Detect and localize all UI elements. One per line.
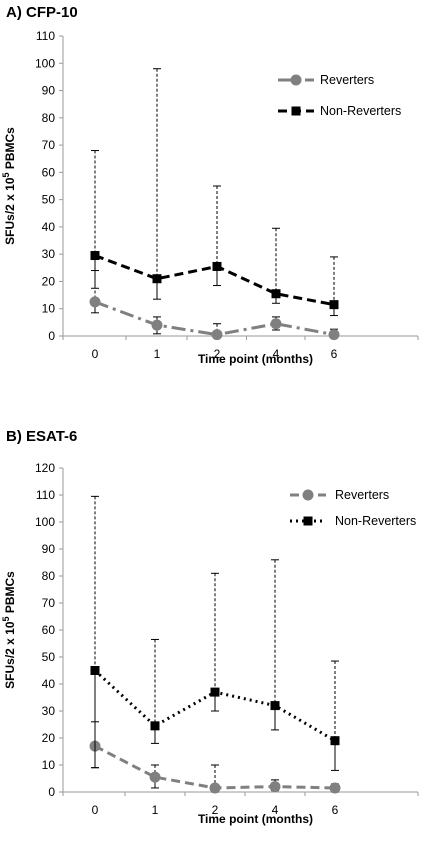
data-point-circle [329,782,341,794]
y-tick-label: 40 [42,677,56,691]
data-point-circle [270,318,282,330]
data-point-square [271,289,281,299]
x-tick-label: 2 [212,803,219,817]
x-tick-label: 6 [331,347,338,361]
y-tick-label: 0 [48,785,55,799]
data-point-circle [211,329,223,341]
y-tick-label: 10 [42,302,56,316]
y-tick-label: 20 [42,274,56,288]
y-tick-label: 70 [42,596,56,610]
x-axis-label: Time point (months) [198,812,313,826]
y-tick-label: 30 [42,704,56,718]
legend-swatch-marker [302,489,314,501]
series-reverters [89,270,340,341]
x-tick-label: 2 [214,347,221,361]
legend-swatch-marker [291,106,301,116]
y-tick-label: 90 [42,84,56,98]
y-axis-label: SFUs/2 x 105 PBMCs [1,127,17,245]
y-tick-label: 100 [35,515,55,529]
chart-panel-1: B) ESAT-6 0 10 20 30 40 50 60 70 80 90 100 110 120 0 1 2… [1,428,419,826]
y-tick-label: 80 [42,569,56,583]
x-tick-label: 1 [154,347,161,361]
data-point-square [152,274,162,284]
data-point-circle [89,296,101,308]
data-point-square [150,721,160,731]
y-tick-label: 10 [42,758,56,772]
data-point-circle [149,771,161,783]
data-point-square [210,687,220,697]
data-point-square [90,666,100,675]
series-non-reverters [90,495,340,771]
legend-label: Reverters [320,73,374,87]
legend-label: Non-Reverters [320,104,401,118]
x-axis-label: Time point (months) [198,352,313,366]
data-point-square [270,701,280,711]
legend: Reverters Non-Reverters [290,488,416,528]
y-tick-label: 50 [42,650,56,664]
data-point-circle [328,329,340,341]
y-tick-label: 100 [35,56,55,70]
x-tick-label: 6 [332,803,339,817]
x-tick-label: 0 [92,803,99,817]
y-tick-label: 110 [36,29,55,43]
y-tick-label: 70 [42,138,56,152]
chart-title: B) ESAT-6 [6,428,77,445]
data-point-circle [209,782,221,794]
y-tick-label: 90 [42,542,56,556]
data-point-circle [151,319,163,331]
y-tick-label: 60 [42,623,56,637]
data-point-square [330,736,340,746]
data-point-circle [269,781,281,793]
y-tick-label: 30 [42,247,56,261]
x-tick-label: 0 [92,347,99,361]
legend-label: Non-Reverters [335,514,416,528]
data-point-square [329,300,339,310]
x-tick-label: 4 [272,803,279,817]
series-reverters [89,721,341,794]
legend-swatch-marker [303,516,313,526]
y-tick-label: 80 [42,111,56,125]
x-tick-label: 4 [273,347,280,361]
y-tick-label: 110 [36,488,55,502]
legend: Reverters Non-Reverters [278,73,401,118]
chart-panel-0: A) CFP-10 0 10 20 30 40 50 60 70 80 90 100 110 0 1 2 4 6 T… [1,4,419,366]
data-point-square [212,261,222,271]
y-tick-label: 60 [42,165,56,179]
legend-label: Reverters [335,488,389,502]
y-tick-label: 50 [42,193,56,207]
legend-swatch-marker [290,74,302,86]
y-tick-label: 40 [42,220,56,234]
x-tick-label: 1 [152,803,159,817]
y-tick-label: 0 [48,329,55,343]
series-line [94,300,335,337]
chart-title: A) CFP-10 [6,4,78,21]
y-tick-label: 120 [35,461,55,475]
data-point-square [90,251,100,261]
y-tick-label: 20 [42,731,56,745]
series-non-reverters [90,68,339,317]
y-axis-label: SFUs/2 x 105 PBMCs [1,571,17,689]
